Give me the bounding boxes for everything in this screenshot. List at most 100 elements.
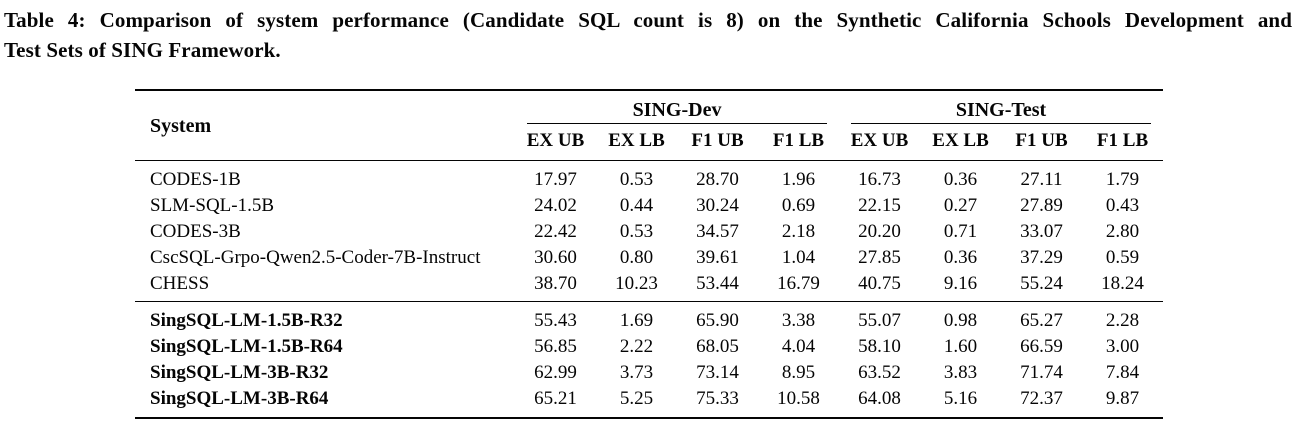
results-table: System SING-Dev SING-Test EX UB EX LB F1…: [135, 89, 1164, 419]
group-header-sing-test-label: SING-Test: [851, 91, 1152, 124]
subheader-test-ex-lb: EX LB: [920, 124, 1002, 161]
group-header-sing-test: SING-Test: [839, 90, 1163, 124]
group-header-sing-dev-label: SING-Dev: [527, 91, 828, 124]
cell-value: 2.22: [619, 336, 654, 357]
cell-value: 24.02: [534, 195, 577, 216]
cell-value: 0.69: [781, 195, 816, 216]
cell-value: 20.20: [858, 221, 901, 242]
column-header-system: System: [135, 90, 515, 161]
cell-value: 2.28: [1105, 310, 1140, 331]
subheader-dev-f1-ub: F1 UB: [677, 124, 758, 161]
table-caption-line-2: Test Sets of SING Framework.: [4, 38, 281, 62]
cell-value: 55.24: [1001, 271, 1083, 302]
cell-value: 62.99: [534, 362, 577, 383]
cell-system: CscSQL-Grpo-Qwen2.5-Coder-7B-Instruct: [150, 247, 481, 268]
subheader-dev-ex-lb: EX LB: [596, 124, 677, 161]
cell-value: 28.70: [696, 169, 739, 190]
cell-value: 68.05: [696, 336, 739, 357]
cell-value: 0.80: [619, 247, 654, 268]
cell-value: 10.23: [596, 271, 677, 302]
cell-system: SingSQL-LM-3B-R64: [150, 388, 329, 409]
cell-value: 1.69: [619, 310, 654, 331]
subheader-test-ex-ub: EX UB: [839, 124, 921, 161]
cell-value: 0.53: [619, 169, 654, 190]
cell-system: CHESS: [135, 271, 515, 302]
cell-value: 65.21: [534, 388, 577, 409]
cell-value: 30.60: [534, 247, 577, 268]
cell-value: 3.83: [943, 362, 978, 383]
cell-value: 16.73: [858, 169, 901, 190]
cell-value: 0.36: [943, 169, 978, 190]
table-row: SingSQL-LM-3B-R32 62.99 3.73 73.14 8.95 …: [135, 360, 1163, 386]
subheader-dev-f1-lb: F1 LB: [758, 124, 840, 161]
cell-value: 1.60: [943, 336, 978, 357]
cell-value: 27.85: [858, 247, 901, 268]
cell-value: 34.57: [696, 221, 739, 242]
cell-value: 7.84: [1105, 362, 1140, 383]
cell-value: 39.61: [696, 247, 739, 268]
cell-value: 40.75: [839, 271, 921, 302]
cell-value: 58.10: [858, 336, 901, 357]
cell-value: 0.59: [1105, 247, 1140, 268]
cell-value: 2.18: [781, 221, 816, 242]
table-row: SingSQL-LM-1.5B-R64 56.85 2.22 68.05 4.0…: [135, 334, 1163, 360]
cell-value: 0.27: [943, 195, 978, 216]
cell-value: 72.37: [1020, 388, 1063, 409]
subheader-test-f1-ub: F1 UB: [1001, 124, 1083, 161]
cell-value: 8.95: [781, 362, 816, 383]
table-row: CscSQL-Grpo-Qwen2.5-Coder-7B-Instruct 30…: [135, 245, 1163, 271]
table-caption: Table 4: Comparison of system performanc…: [4, 5, 1292, 65]
cell-value: 3.00: [1105, 336, 1140, 357]
cell-value: 3.38: [781, 310, 816, 331]
cell-value: 27.11: [1020, 169, 1063, 190]
cell-value: 71.74: [1020, 362, 1063, 383]
table-row: CODES-1B 17.97 0.53 28.70 1.96 16.73 0.3…: [135, 161, 1163, 194]
cell-value: 55.43: [534, 310, 577, 331]
cell-value: 56.85: [534, 336, 577, 357]
group-header-row: System SING-Dev SING-Test: [135, 90, 1163, 161]
cell-value: 73.14: [696, 362, 739, 383]
table-row: CODES-3B 22.42 0.53 34.57 2.18 20.20 0.7…: [135, 219, 1163, 245]
subheader-row: EX UB EX LB F1 UB F1 LB EX UB EX LB F1 U…: [135, 124, 1164, 161]
cell-value: 0.98: [943, 310, 978, 331]
cell-value: 0.53: [619, 221, 654, 242]
cell-value: 0.44: [619, 195, 654, 216]
cell-value: 10.58: [777, 388, 820, 409]
cell-value: 1.96: [781, 169, 816, 190]
cell-value: 0.43: [1105, 195, 1140, 216]
cell-value: 75.33: [696, 388, 739, 409]
cell-value: 63.52: [858, 362, 901, 383]
cell-value: 22.15: [858, 195, 901, 216]
cell-system: CODES-3B: [150, 221, 241, 242]
cell-system: SingSQL-LM-1.5B-R64: [150, 336, 343, 357]
cell-value: 9.87: [1105, 388, 1140, 409]
cell-value: 66.59: [1020, 336, 1063, 357]
cell-value: 4.04: [781, 336, 816, 357]
subheader-test-f1-lb: F1 LB: [1082, 124, 1164, 161]
table-row: CHESS 38.70 10.23 53.44 16.79 40.75 9.16…: [135, 271, 1164, 302]
cell-system: CODES-1B: [150, 169, 241, 190]
cell-value: 1.04: [781, 247, 816, 268]
group-header-sing-dev: SING-Dev: [515, 90, 839, 124]
cell-value: 1.79: [1105, 169, 1140, 190]
cell-value: 65.27: [1020, 310, 1063, 331]
cell-value: 5.25: [619, 388, 654, 409]
table-caption-line-1: Table 4: Comparison of system performanc…: [4, 8, 1292, 32]
cell-value: 18.24: [1082, 271, 1164, 302]
cell-value: 2.80: [1105, 221, 1140, 242]
cell-value: 16.79: [758, 271, 840, 302]
cell-system: SingSQL-LM-3B-R32: [150, 362, 329, 383]
cell-value: 37.29: [1020, 247, 1063, 268]
cell-value: 0.71: [943, 221, 978, 242]
cell-value: 55.07: [858, 310, 901, 331]
subheader-dev-ex-ub: EX UB: [515, 124, 596, 161]
cell-value: 9.16: [920, 271, 1002, 302]
cell-value: 5.16: [943, 388, 978, 409]
cell-value: 38.70: [515, 271, 596, 302]
cell-value: 27.89: [1020, 195, 1063, 216]
cell-value: 22.42: [534, 221, 577, 242]
cell-value: 0.36: [943, 247, 978, 268]
cell-system: SingSQL-LM-1.5B-R32: [150, 310, 343, 331]
cell-value: 65.90: [696, 310, 739, 331]
